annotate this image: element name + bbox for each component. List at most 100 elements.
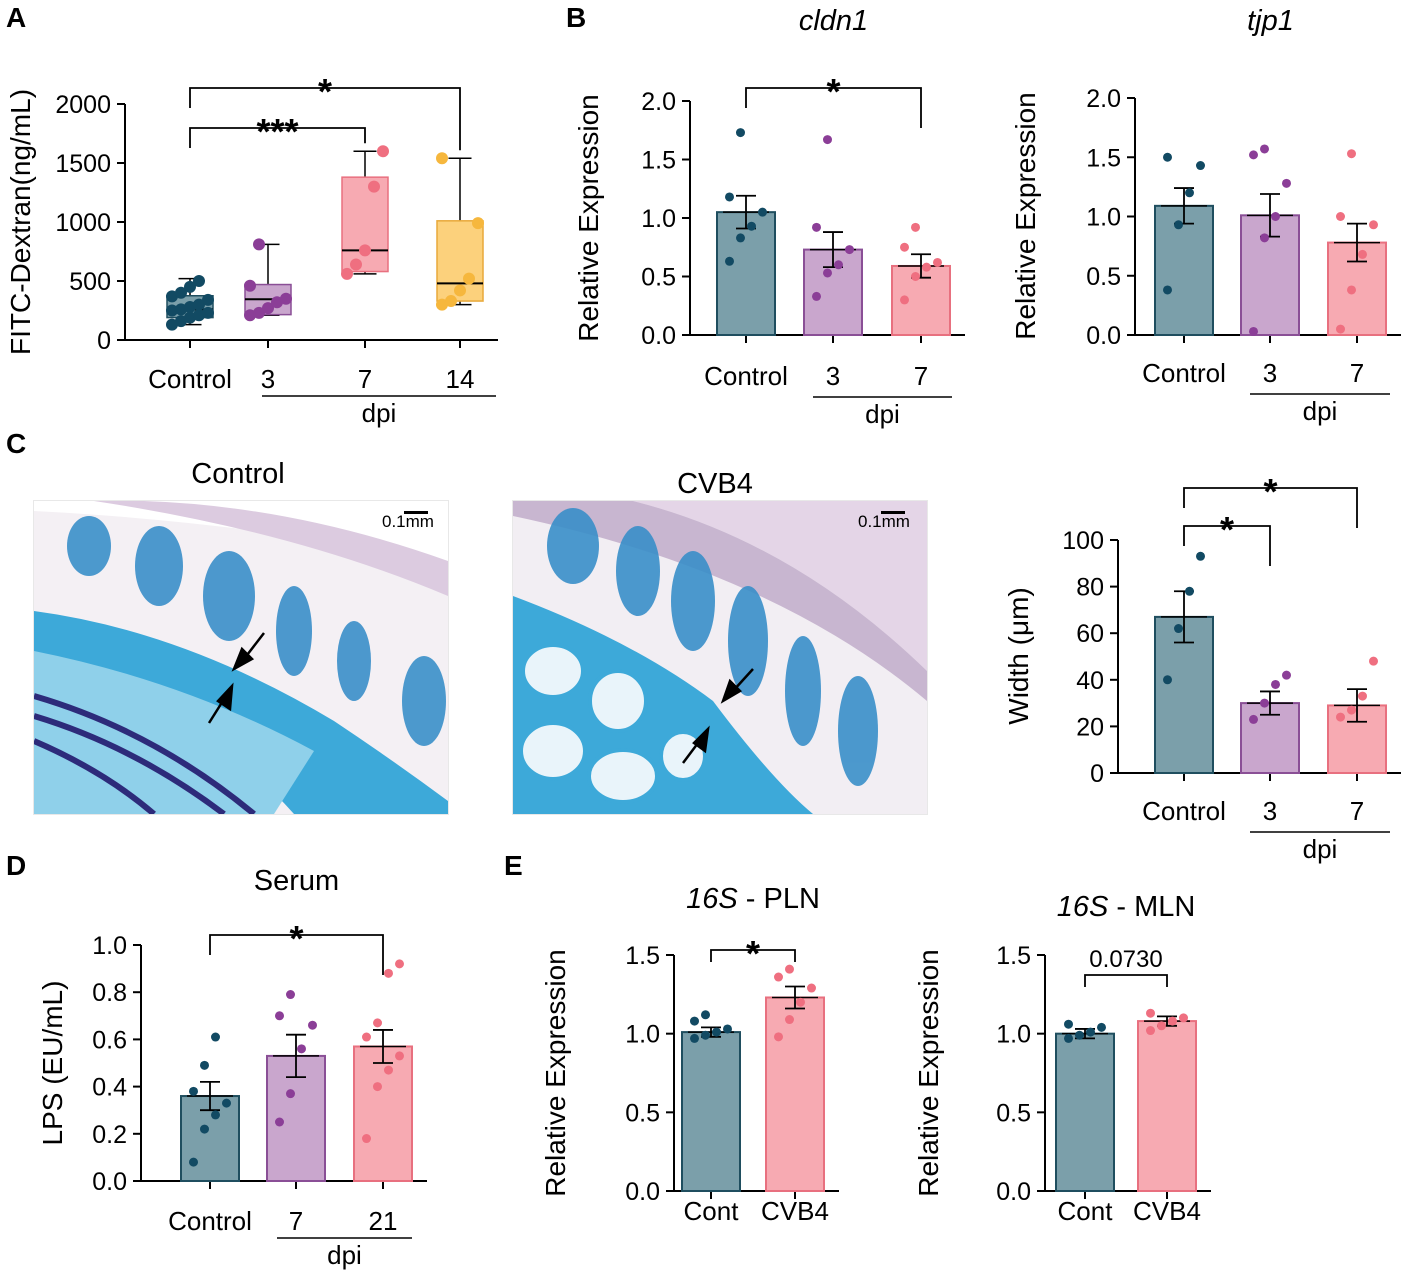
chart-a-y-label: FITC-Dextran(ng/mL) (5, 89, 36, 355)
chart-d-point (200, 1124, 209, 1134)
chart-a-point (445, 295, 457, 308)
scale-bar-label-control: 0.1mm (382, 512, 434, 531)
chart-b2-point (1347, 149, 1356, 159)
chart-c-point (1369, 656, 1378, 666)
chart-c-point (1336, 712, 1345, 722)
chart-c-point (1185, 586, 1194, 596)
chart-b1-point (823, 268, 832, 278)
chart-a-point (166, 290, 178, 303)
chart-a-point (175, 315, 187, 328)
chart-d-y-tick-label: 0.4 (92, 1074, 127, 1102)
chart-b1-point (736, 128, 745, 138)
chart-e1-point (774, 972, 783, 982)
chart-c-point (1282, 670, 1291, 680)
chart-c-significance-bracket (1183, 487, 1358, 528)
chart-c-y-tick-label: 20 (1076, 713, 1104, 741)
chart-a-point (463, 272, 475, 285)
chart-b1-point (900, 242, 909, 252)
chart-b1-x-tick-label: 3 (826, 361, 840, 391)
chart-b1-point (725, 256, 734, 266)
chart-a-point (262, 302, 274, 315)
chart-b1-title: cldn1 (799, 5, 868, 37)
chart-b2-point (1196, 161, 1205, 171)
chart-d-y-label: LPS (EU/mL) (37, 981, 68, 1146)
chart-d-point (200, 1060, 209, 1070)
chart-a-point (253, 238, 265, 251)
chart-a-x-tick-label: 7 (358, 364, 372, 394)
chart-e1-y-tick-label: 1.0 (625, 1021, 660, 1049)
chart-b1-point (911, 222, 920, 232)
chart-d-point (211, 1032, 220, 1042)
chart-b1-point (747, 221, 756, 231)
chart-b1-y-tick-label: 1.5 (641, 147, 676, 175)
chart-e1-point (785, 964, 794, 974)
chart-b2-y-tick-label: 0.5 (1086, 263, 1121, 291)
chart-d-point (384, 1065, 393, 1075)
chart-c-y-tick-label: 80 (1076, 574, 1104, 602)
chart-e1-point (701, 1030, 710, 1040)
chart-a-significance-label: *** (256, 111, 298, 152)
chart-b2-point (1282, 178, 1291, 188)
chart-c-x-tick-label: 3 (1263, 796, 1277, 826)
chart-a-point (166, 318, 178, 331)
chart-b1-point (725, 192, 734, 202)
chart-b2-point (1174, 220, 1183, 230)
chart-a-point (472, 217, 484, 230)
chart-a-point (280, 292, 292, 305)
chart-a-significance-bracket (189, 127, 366, 148)
chart-d-point (395, 959, 404, 969)
chart-b1-x-tick-label: Control (704, 361, 788, 391)
chart-a-y-tick-label: 0 (97, 327, 111, 355)
chart-d (133, 934, 427, 1239)
chart-a-point (436, 152, 448, 165)
chart-e1-point (774, 1032, 783, 1042)
chart-e2-bar (1137, 1020, 1197, 1193)
chart-b2-y-label: Relative Expression (1010, 92, 1041, 339)
chart-d-point (373, 1082, 382, 1092)
chart-b1-point (900, 295, 909, 305)
chart-a-point (253, 306, 265, 319)
chart-c-point (1358, 691, 1367, 701)
chart-b2-point (1260, 144, 1269, 154)
chart-a-point (244, 309, 256, 322)
chart-b2-point (1336, 212, 1345, 221)
chart-a-point (359, 244, 371, 257)
chart-d-point (373, 1018, 382, 1028)
chart-e1 (666, 949, 839, 1199)
chart-b2-y-tick-label: 0.0 (1086, 322, 1121, 350)
chart-a-point (184, 311, 196, 324)
chart-b1-group-label: dpi (865, 399, 900, 429)
chart-d-y-tick-label: 0.8 (92, 979, 127, 1007)
chart-b2-y-tick-label: 1.0 (1086, 204, 1121, 232)
chart-c-point (1271, 679, 1280, 689)
chart-d-point (275, 1011, 284, 1021)
chart-b1-y-tick-label: 1.0 (641, 205, 676, 233)
chart-b1-x-tick-label: 7 (914, 361, 928, 391)
chart-c (1110, 487, 1401, 833)
chart-d-point (308, 1020, 317, 1030)
chart-b1-point (812, 291, 821, 301)
chart-e2-y-label: Relative Expression (913, 949, 944, 1196)
chart-a-x-tick-label: Control (148, 364, 232, 394)
scale-bar-label-cvb4: 0.1mm (858, 512, 910, 531)
chart-e2-point (1086, 1027, 1095, 1037)
chart-e2-significance-bracket (1084, 974, 1168, 987)
chart-e1-title: 16S - PLN (686, 883, 820, 915)
chart-e2-title-rest: - MLN (1108, 891, 1195, 923)
chart-b2-group-label: dpi (1303, 396, 1338, 426)
chart-b1-bar (716, 211, 776, 336)
chart-e1-point (701, 1010, 710, 1020)
chart-e1-point (712, 1027, 721, 1037)
chart-d-point (189, 1157, 198, 1167)
chart-b1-y-label: Relative Expression (573, 94, 604, 341)
chart-d-y-tick-label: 0.2 (92, 1121, 127, 1149)
chart-e2-point (1097, 1022, 1106, 1032)
chart-a-y-tick-label: 500 (69, 268, 111, 296)
chart-a-y-tick-label: 1000 (55, 209, 111, 237)
chart-b1-y-tick-label: 0.5 (641, 264, 676, 292)
chart-b2-title: tjp1 (1247, 5, 1294, 37)
chart-b1-point (823, 135, 832, 145)
chart-b1-y-tick-label: 2.0 (641, 88, 676, 116)
chart-b2-point (1347, 285, 1356, 295)
chart-d-point (395, 1051, 404, 1061)
